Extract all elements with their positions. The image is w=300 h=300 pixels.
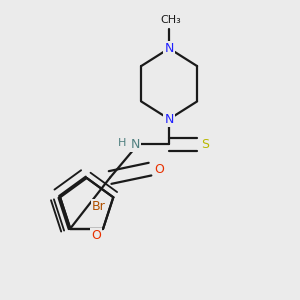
Text: O: O <box>154 163 164 176</box>
Text: N: N <box>130 138 140 151</box>
Text: CH₃: CH₃ <box>160 15 181 26</box>
Text: N: N <box>164 42 174 55</box>
Text: N: N <box>164 112 174 126</box>
Text: Br: Br <box>92 200 106 213</box>
Text: H: H <box>118 138 126 148</box>
Text: O: O <box>91 230 101 242</box>
Text: S: S <box>201 138 209 151</box>
